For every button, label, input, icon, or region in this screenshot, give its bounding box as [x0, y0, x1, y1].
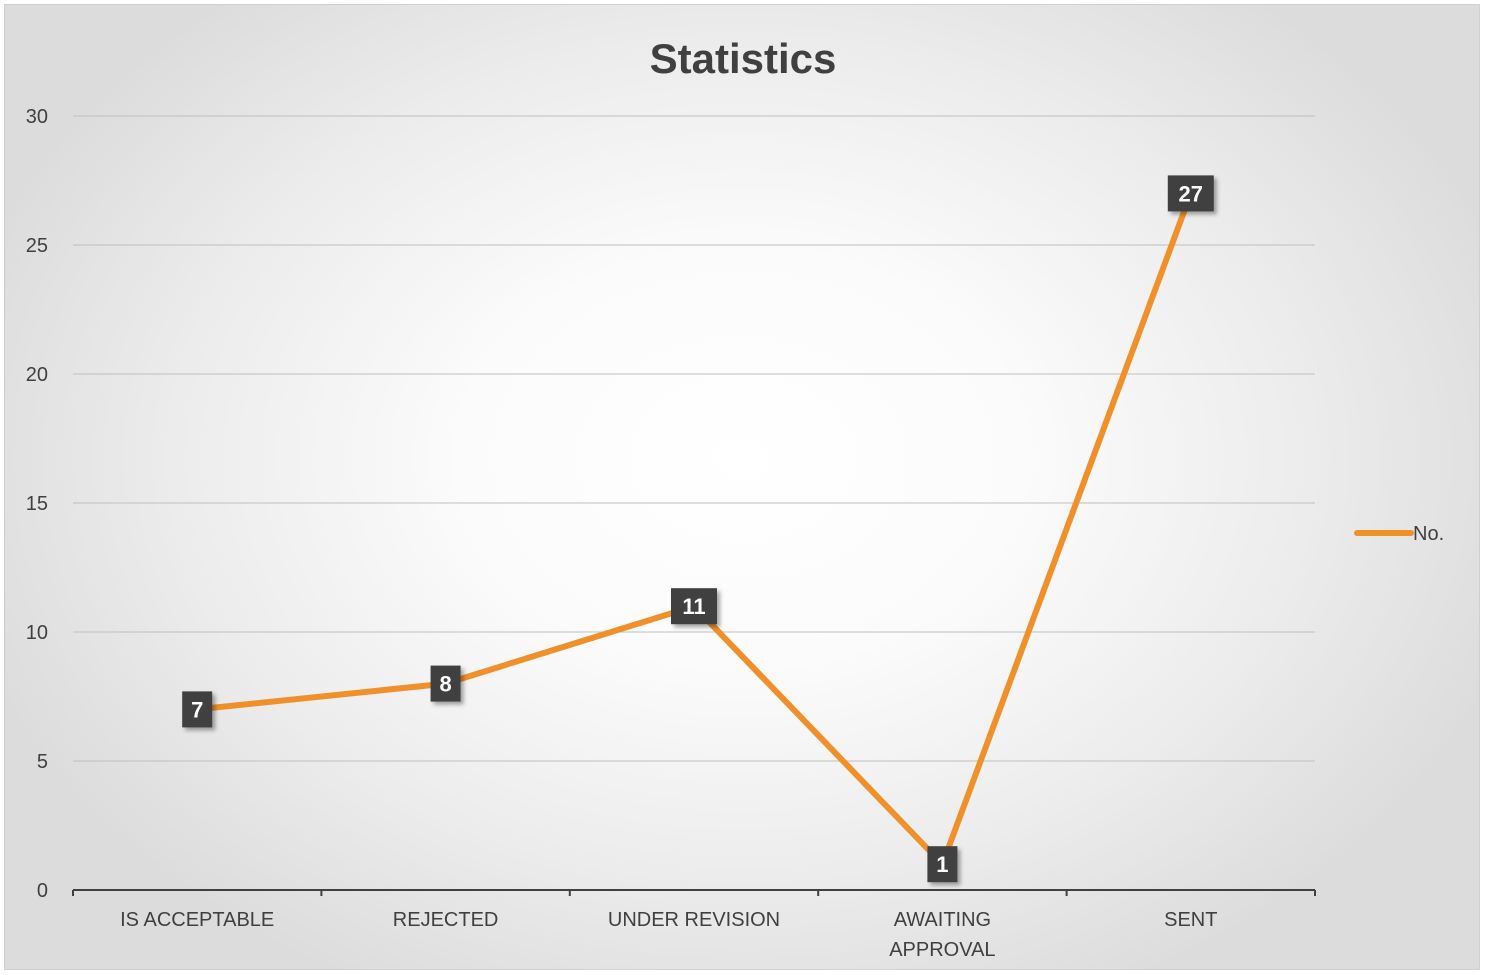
data-label-text: 27 [1179, 181, 1203, 206]
data-label-text: 11 [682, 594, 705, 619]
x-tick-label: AWAITING APPROVAL [889, 909, 995, 961]
x-tick-label: IS ACCEPTABLE [120, 909, 274, 931]
data-label-box [927, 846, 958, 883]
series-line [194, 190, 1194, 868]
y-tick-label: 10 [26, 622, 48, 644]
data-label-text: 7 [191, 697, 203, 722]
legend: No. [1354, 523, 1444, 545]
y-tick-label: 15 [26, 493, 48, 515]
data-label: 1 [927, 846, 958, 883]
x-axis-ticks: IS ACCEPTABLE REJECTED UNDER REVISION AWAIT… [120, 909, 1217, 961]
y-tick-label: 30 [26, 106, 48, 128]
y-axis-ticks: 0 5 10 15 20 25 30 [26, 106, 48, 902]
y-tick-label: 0 [37, 880, 48, 902]
data-label-box [1167, 175, 1214, 212]
gridlines [73, 115, 1315, 762]
y-tick-label: 5 [37, 751, 48, 773]
x-axis [72, 889, 1316, 896]
legend-entry: No. [1354, 523, 1444, 545]
chart-frame [4, 4, 1480, 970]
x-tick-label: SENT [1164, 909, 1217, 931]
series-no [194, 190, 1194, 868]
data-label-text: 8 [439, 672, 451, 697]
data-label-text: 1 [936, 852, 948, 877]
data-label: 27 [1167, 175, 1214, 212]
data-label: 8 [430, 665, 461, 702]
y-tick-label: 20 [26, 364, 48, 386]
data-label-box [671, 588, 717, 625]
chart-title: Statistics [650, 35, 837, 82]
data-label-box [430, 665, 461, 702]
y-tick-label: 25 [26, 235, 48, 257]
data-label: 7 [182, 691, 213, 728]
legend-label: No. [1413, 523, 1444, 545]
x-tick-label: UNDER REVISION [608, 909, 780, 931]
x-tick-label: REJECTED [393, 909, 499, 931]
data-label-box [182, 691, 213, 728]
data-label: 11 [671, 588, 717, 625]
